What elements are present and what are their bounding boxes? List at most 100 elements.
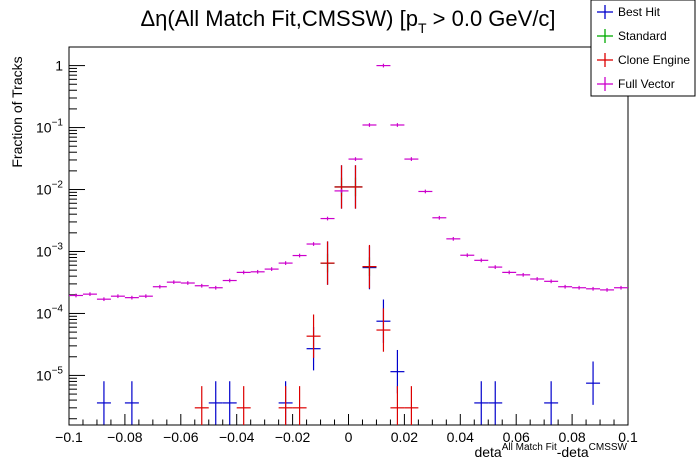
data-point [166,280,181,285]
y-tick-label: 10−5 [36,365,63,383]
axes: −0.1 −0.08 −0.06 −0.04 −0.02 0 0.02 0.04 0.06 0.0… [36,58,638,445]
data-point [306,314,321,358]
data-point [110,294,125,299]
data-point [124,295,139,300]
data-point [558,284,573,289]
data-point [250,269,265,274]
data-point [96,297,111,302]
legend-entry-clone-engine: Clone Engine [597,53,690,67]
data-point [278,386,293,425]
chart-title-tail: > 0.0 GeV/c] [427,6,556,31]
data-point [390,349,405,394]
data-point [376,308,391,352]
data-point [362,244,377,289]
data-point [278,261,293,265]
series-best-hit [96,165,601,425]
data-point [530,277,545,281]
y-tick-label-base: 10 [36,182,52,198]
data-point [516,272,531,277]
data-point [418,189,433,194]
data-point [320,216,335,221]
data-point [180,281,195,285]
legend-label: Clone Engine [618,53,690,67]
legend-label: Best Hit [618,5,661,19]
series-clone-engine [194,165,419,425]
y-tick-label-base: 10 [36,243,52,259]
data-point [488,265,503,269]
x-tick-label: −0.08 [107,429,143,445]
y-tick-label-base: 10 [36,367,52,383]
data-point [222,381,237,425]
y-axis-label: Fraction of Tracks [9,56,25,167]
data-point [69,293,83,298]
data-point [152,284,167,289]
chart-title: Δη(All Match Fit,CMSSW) [pT > 0.0 GeV/c] [140,6,555,36]
y-tick-label: 10−1 [36,118,63,136]
legend-label: Standard [618,29,667,43]
y-tick-label: 1 [55,58,63,74]
data-point [292,253,307,258]
data-point [404,157,419,161]
x-axis-label-a-superscript: All Match Fit [502,442,557,453]
data-point [502,270,517,275]
data-point [474,258,489,263]
x-tick-label: −0.02 [275,429,311,445]
data-point [334,189,349,193]
series-full-vector [69,63,628,302]
legend-label: Full Vector [618,77,675,91]
data-point [488,381,503,425]
data-point [236,386,251,425]
data-point [362,123,377,127]
y-tick-label-exponent: −2 [52,180,64,191]
data-point [138,294,153,299]
x-axis-label-b: -deta [557,444,589,460]
legend-box [590,0,696,97]
y-tick-label-exponent: −1 [52,118,64,129]
y-tick-label: 10−3 [36,241,63,259]
data-point [264,267,279,271]
data-point [82,292,97,296]
y-tick-label-base: 10 [36,120,52,136]
y-tick-label: 10−4 [36,303,63,321]
data-point [390,123,405,127]
legend-entry-standard: Standard [597,29,667,43]
data-point [446,236,461,241]
x-tick-label: 0.08 [558,429,585,445]
y-tick-label-exponent: −5 [52,365,64,376]
chart-title-subscript: T [418,20,427,36]
data-point [208,285,223,290]
data-point [348,165,363,209]
x-tick-label: −0.1 [55,429,83,445]
y-tick-label: 10−2 [36,180,63,198]
x-tick-label: 0.1 [618,429,638,445]
series-standard [320,177,377,276]
x-tick-label: −0.06 [163,429,199,445]
x-tick-label: 0.02 [391,429,418,445]
x-tick-label: 0.04 [447,429,474,445]
data-point [572,285,587,290]
data-point [404,386,419,425]
data-point [334,165,349,209]
data-point [96,381,111,425]
data-point [124,381,139,425]
data-point [544,381,559,425]
legend: Best Hit Standard Clone Engine Full Vector [590,0,696,97]
data-point [390,386,405,425]
data-point [474,381,489,425]
x-axis-label-a: deta [474,444,501,460]
y-tick-label-base: 1 [55,58,63,74]
data-point [460,253,475,258]
data-point [432,215,447,220]
data-point [320,241,335,285]
data-point [194,283,209,288]
data-point [194,386,209,425]
plot-frame [68,46,629,426]
x-tick-label: 0.06 [503,429,530,445]
data-point [222,278,237,283]
data-point [348,157,363,161]
data-point [600,288,615,292]
data-point [292,386,307,425]
x-tick-label: 0 [345,429,353,445]
chart-title-main: Δη(All Match Fit,CMSSW) [p [140,6,418,31]
